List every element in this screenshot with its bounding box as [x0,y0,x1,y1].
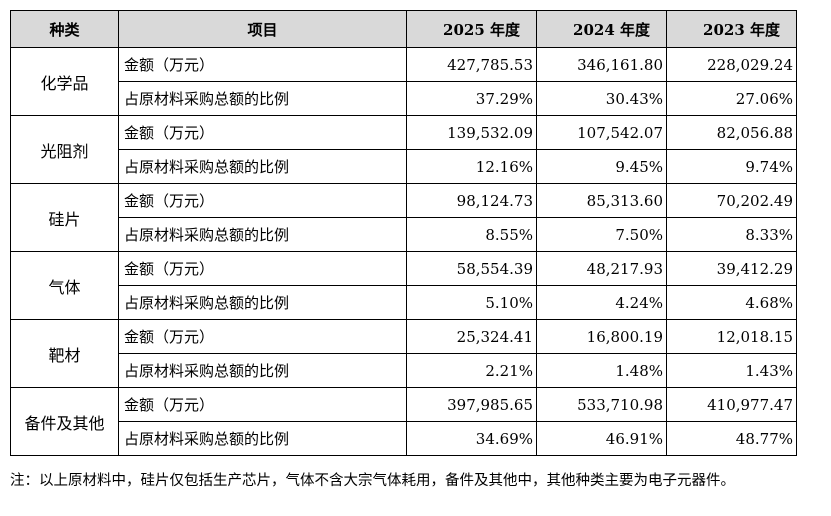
amount-value-cell: 70,202.49 [666,183,797,218]
category-cell: 备件及其他 [10,387,119,456]
header-item: 项目 [118,10,407,48]
ratio-value-cell: 2.21% [406,353,537,388]
ratio-value-cell: 8.55% [406,217,537,252]
category-cell: 化学品 [10,47,119,116]
ratio-label-cell: 占原材料采购总额的比例 [118,149,407,184]
ratio-value-cell: 1.43% [666,353,797,388]
ratio-value-cell: 4.68% [666,285,797,320]
ratio-label-cell: 占原材料采购总额的比例 [118,285,407,320]
amount-value-cell: 228,029.24 [666,47,797,82]
table-row: 硅片 金额（万元） 98,124.73 85,313.60 70,202.49 [10,183,797,252]
ratio-label-cell: 占原材料采购总额的比例 [118,353,407,388]
ratio-value-cell: 9.74% [666,149,797,184]
amount-value-cell: 410,977.47 [666,387,797,422]
ratio-value-cell: 8.33% [666,217,797,252]
ratio-value-cell: 4.24% [536,285,667,320]
table-header-row: 种类 项目 2025 年度 2024 年度 2023 年度 [10,10,797,48]
amount-value-cell: 58,554.39 [406,251,537,286]
table-row: 靶材 金额（万元） 25,324.41 16,800.19 12,018.15 [10,319,797,388]
header-year-2025: 2025 年度 [406,10,537,48]
category-cell: 硅片 [10,183,119,252]
table-row: 占原材料采购总额的比例 8.55% 7.50% 8.33% [11,217,797,252]
header-year-2023: 2023 年度 [666,10,797,48]
amount-value-cell: 397,985.65 [406,387,537,422]
category-cell: 气体 [10,251,119,320]
table-row: 占原材料采购总额的比例 5.10% 4.24% 4.68% [11,285,797,320]
ratio-value-cell: 7.50% [536,217,667,252]
table-row: 占原材料采购总额的比例 34.69% 46.91% 48.77% [11,421,797,456]
ratio-label-cell: 占原材料采购总额的比例 [118,421,407,456]
ratio-value-cell: 9.45% [536,149,667,184]
ratio-value-cell: 12.16% [406,149,537,184]
amount-label-cell: 金额（万元） [118,183,407,218]
table-body: 化学品 金额（万元） 427,785.53 346,161.80 228,029.24 占… [10,47,797,456]
amount-value-cell: 48,217.93 [536,251,667,286]
ratio-value-cell: 34.69% [406,421,537,456]
amount-label-cell: 金额（万元） [118,319,407,354]
amount-value-cell: 39,412.29 [666,251,797,286]
amount-value-cell: 16,800.19 [536,319,667,354]
table-row: 光阻剂 金额（万元） 139,532.09 107,542.07 82,056.88 [10,115,797,184]
table-row: 备件及其他 金额（万元） 397,985.65 533,710.98 410,977.4… [10,387,797,456]
amount-value-cell: 107,542.07 [536,115,667,150]
ratio-label-cell: 占原材料采购总额的比例 [118,217,407,252]
ratio-value-cell: 37.29% [406,81,537,116]
ratio-value-cell: 1.48% [536,353,667,388]
table-row: 占原材料采购总额的比例 12.16% 9.45% 9.74% [11,149,797,184]
amount-value-cell: 25,324.41 [406,319,537,354]
amount-value-cell: 427,785.53 [406,47,537,82]
material-table-container: 种类 项目 2025 年度 2024 年度 2023 年度 化学品 金额（万元） 4… [10,10,797,456]
amount-value-cell: 533,710.98 [536,387,667,422]
amount-value-cell: 82,056.88 [666,115,797,150]
amount-value-cell: 346,161.80 [536,47,667,82]
amount-value-cell: 98,124.73 [406,183,537,218]
category-cell: 靶材 [10,319,119,388]
amount-value-cell: 85,313.60 [536,183,667,218]
header-category: 种类 [10,10,119,48]
header-year-2024: 2024 年度 [536,10,667,48]
ratio-value-cell: 30.43% [536,81,667,116]
amount-label-cell: 金额（万元） [118,387,407,422]
amount-label-cell: 金额（万元） [118,115,407,150]
amount-value-cell: 12,018.15 [666,319,797,354]
ratio-value-cell: 5.10% [406,285,537,320]
table-row: 化学品 金额（万元） 427,785.53 346,161.80 228,029.24 [10,47,797,116]
table-footnote: 注：以上原材料中，硅片仅包括生产芯片，气体不含大宗气体耗用，备件及其他中，其他种… [10,473,735,489]
ratio-label-cell: 占原材料采购总额的比例 [118,81,407,116]
amount-label-cell: 金额（万元） [118,47,407,82]
table-row: 占原材料采购总额的比例 37.29% 30.43% 27.06% [11,81,797,116]
amount-value-cell: 139,532.09 [406,115,537,150]
category-cell: 光阻剂 [10,115,119,184]
ratio-value-cell: 48.77% [666,421,797,456]
table-row: 气体 金额（万元） 58,554.39 48,217.93 39,412.29 [10,251,797,320]
raw-material-table: 种类 项目 2025 年度 2024 年度 2023 年度 化学品 金额（万元） 4… [10,10,797,456]
amount-label-cell: 金额（万元） [118,251,407,286]
ratio-value-cell: 46.91% [536,421,667,456]
ratio-value-cell: 27.06% [666,81,797,116]
table-row: 占原材料采购总额的比例 2.21% 1.48% 1.43% [11,353,797,388]
